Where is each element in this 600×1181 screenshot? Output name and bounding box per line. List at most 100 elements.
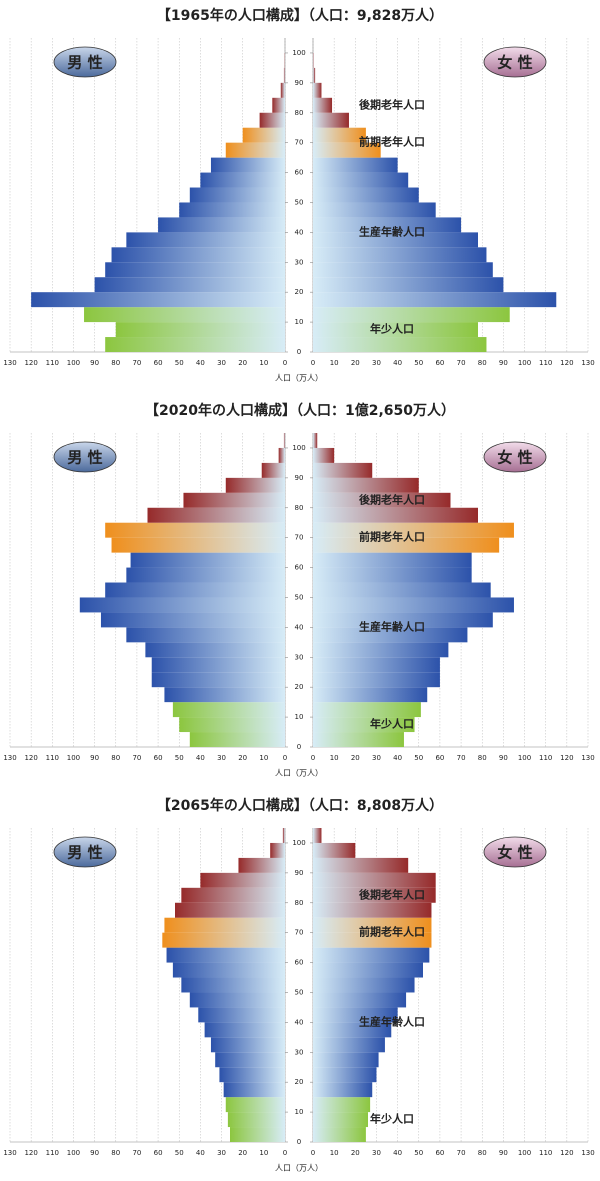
bar: [313, 872, 436, 888]
legend-badge: [53, 46, 117, 78]
bar: [215, 1052, 285, 1068]
x-tick-label: 50: [414, 1149, 423, 1157]
bar: [100, 612, 285, 628]
bar: [313, 477, 419, 493]
bar: [105, 337, 285, 352]
x-tick-label: 100: [67, 359, 80, 367]
bar: [227, 1112, 285, 1128]
x-tick-label: 120: [24, 754, 37, 762]
x-tick-label: 20: [351, 1149, 360, 1157]
y-tick-label: 90: [295, 79, 304, 87]
y-tick-label: 50: [295, 988, 304, 996]
x-tick-label: 20: [238, 359, 247, 367]
y-tick-label: 0: [297, 743, 301, 751]
x-tick-label: 130: [581, 359, 594, 367]
bar: [204, 1022, 285, 1038]
bar: [166, 947, 285, 963]
bar: [94, 277, 285, 293]
pyramid-panel: 【2020年の人口構成】（人口：1億2,650万人） 130 130 120 120 11…: [3, 402, 594, 778]
bar: [313, 1097, 371, 1113]
bar: [225, 1097, 285, 1113]
bar: [313, 127, 366, 143]
x-tick-label: 100: [518, 359, 531, 367]
bar: [200, 172, 285, 188]
bar: [313, 1037, 385, 1053]
bar: [313, 657, 440, 673]
y-tick-label: 10: [295, 713, 304, 721]
x-tick-label: 80: [478, 1149, 487, 1157]
bar: [158, 217, 285, 233]
bar: [313, 552, 472, 568]
x-tick-label: 0: [283, 359, 287, 367]
bar: [242, 127, 285, 143]
bar: [313, 582, 491, 598]
y-tick-label: 20: [295, 1078, 304, 1086]
y-tick-label: 30: [295, 653, 304, 661]
bar: [313, 947, 430, 963]
x-tick-label: 130: [3, 1149, 16, 1157]
x-axis-label: 人口（万人）: [275, 374, 323, 383]
x-tick-label: 10: [330, 754, 339, 762]
bar: [270, 842, 285, 858]
x-tick-label: 10: [330, 359, 339, 367]
bar: [313, 232, 478, 248]
bar: [210, 1037, 285, 1053]
legend-label: 男 性: [67, 844, 102, 862]
bar: [219, 1067, 285, 1083]
x-tick-label: 60: [435, 359, 444, 367]
x-tick-label: 110: [539, 754, 552, 762]
bar: [179, 202, 285, 218]
x-tick-label: 10: [259, 1149, 268, 1157]
bar: [313, 717, 415, 733]
x-tick-label: 130: [581, 754, 594, 762]
x-tick-label: 40: [393, 1149, 402, 1157]
bar: [126, 567, 285, 583]
x-tick-label: 30: [372, 754, 381, 762]
x-tick-label: 60: [154, 754, 163, 762]
bar: [105, 522, 285, 538]
pyramid-panel: 【2065年の人口構成】（人口：8,808万人） 130 130 120 120 110 1…: [3, 797, 594, 1173]
x-tick-label: 60: [154, 1149, 163, 1157]
x-tick-label: 30: [372, 1149, 381, 1157]
x-tick-label: 90: [499, 359, 508, 367]
chart-title: 【1965年の人口構成】（人口：9,828万人）: [157, 7, 443, 24]
x-tick-label: 10: [259, 359, 268, 367]
bar: [313, 82, 322, 98]
bar: [313, 157, 398, 173]
pyramid-panel: 【1965年の人口構成】（人口：9,828万人） 130 130 120 120 110 1…: [3, 7, 594, 383]
band-label: 年少人口: [370, 717, 414, 731]
bar: [230, 1127, 285, 1142]
bar: [115, 322, 286, 338]
y-tick-label: 20: [295, 288, 304, 296]
bar: [172, 702, 285, 718]
bar: [283, 433, 285, 448]
y-tick-label: 80: [295, 109, 304, 117]
x-tick-label: 30: [217, 754, 226, 762]
x-tick-label: 70: [457, 754, 466, 762]
bar: [175, 902, 285, 918]
bar: [225, 477, 285, 493]
bar: [162, 932, 285, 948]
bar: [181, 887, 285, 903]
y-tick-label: 70: [295, 929, 304, 937]
x-tick-label: 20: [351, 754, 360, 762]
bar: [181, 977, 285, 993]
x-tick-label: 60: [435, 754, 444, 762]
bar: [147, 507, 285, 523]
x-tick-label: 130: [581, 1149, 594, 1157]
x-axis-label: 人口（万人）: [275, 769, 323, 778]
band-label: 前期老年人口: [359, 925, 425, 939]
bar: [84, 307, 286, 323]
bar: [179, 717, 285, 733]
y-tick-label: 60: [295, 959, 304, 967]
x-tick-label: 30: [217, 359, 226, 367]
x-tick-label: 110: [539, 359, 552, 367]
bar: [283, 67, 285, 83]
y-tick-label: 60: [295, 169, 304, 177]
legend-label: 男 性: [67, 54, 102, 72]
x-axis-label: 人口（万人）: [275, 1164, 323, 1173]
x-tick-label: 40: [196, 1149, 205, 1157]
x-tick-label: 30: [217, 1149, 226, 1157]
x-tick-label: 100: [518, 1149, 531, 1157]
